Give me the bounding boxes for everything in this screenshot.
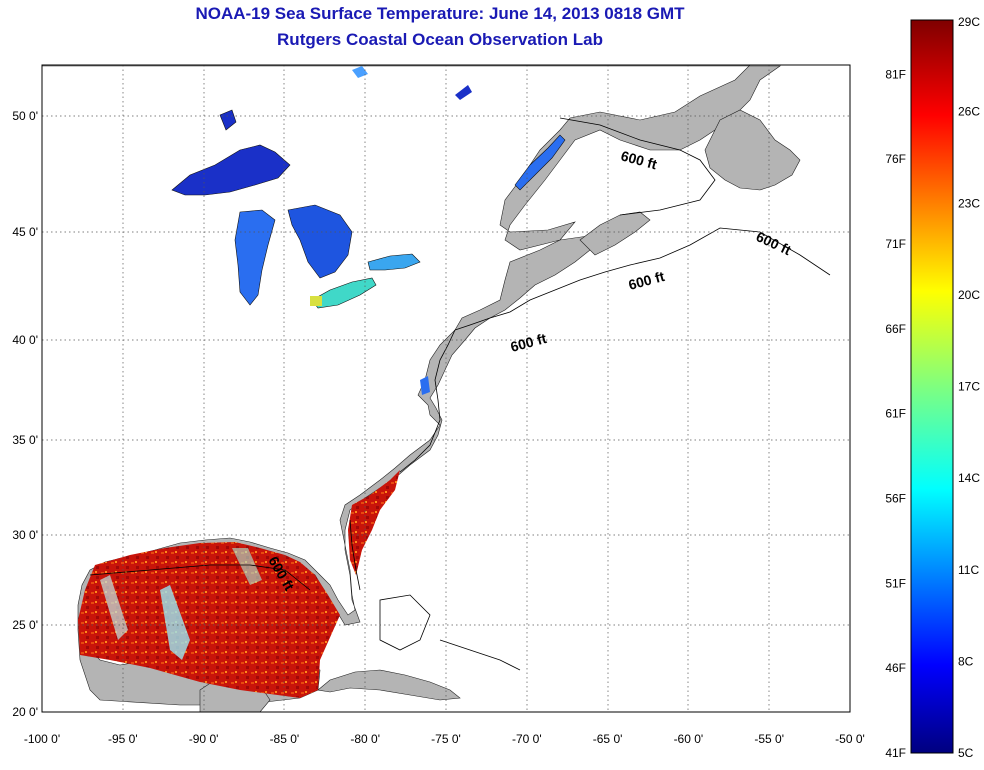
sst-gulf-cool-streak-2 bbox=[100, 575, 128, 640]
lake-huron bbox=[287, 204, 353, 279]
lon-tick-label: -55 0' bbox=[754, 732, 784, 746]
lake-nipigon bbox=[219, 109, 237, 131]
lake-nw-small-2 bbox=[352, 66, 368, 78]
colorbar-celsius-label: 5C bbox=[958, 746, 974, 760]
colorbar-celsius-label: 20C bbox=[958, 288, 980, 302]
land-newfoundland bbox=[704, 109, 801, 191]
latitude-axis: 50 0' 45 0' 40 0' 35 0' 30 0' 25 0' 20 0' bbox=[12, 109, 38, 719]
isobath-600ft bbox=[89, 117, 831, 671]
lon-tick-label: -80 0' bbox=[350, 732, 380, 746]
colorbar-fahrenheit-label: 46F bbox=[885, 661, 906, 675]
lat-tick-label: 20 0' bbox=[12, 705, 38, 719]
colorbar-celsius-label: 11C bbox=[958, 563, 979, 577]
map-subtitle: Rutgers Coastal Ocean Observation Lab bbox=[277, 30, 603, 49]
lon-tick-label: -60 0' bbox=[674, 732, 704, 746]
colorbar-celsius-label: 29C bbox=[958, 15, 980, 29]
lat-tick-label: 30 0' bbox=[12, 528, 38, 542]
lake-erie bbox=[311, 277, 377, 309]
lake-superior bbox=[171, 144, 291, 196]
great-lakes bbox=[171, 66, 566, 309]
lake-michigan bbox=[234, 209, 276, 306]
colorbar-fahrenheit-labels: 81F 76F 71F 66F 61F 56F 51F 46F 41F bbox=[885, 67, 906, 760]
colorbar-fahrenheit-label: 51F bbox=[885, 576, 906, 590]
colorbar-fahrenheit-label: 71F bbox=[885, 237, 906, 251]
colorbar-fahrenheit-label: 76F bbox=[885, 152, 906, 166]
colorbar-fahrenheit-label: 81F bbox=[885, 67, 906, 81]
lon-tick-label: -75 0' bbox=[431, 732, 461, 746]
land-cuba bbox=[317, 669, 461, 701]
lon-tick-label: -50 0' bbox=[835, 732, 865, 746]
colorbar-fahrenheit-label: 56F bbox=[885, 491, 906, 505]
colorbar bbox=[910, 19, 954, 754]
lat-tick-label: 45 0' bbox=[12, 225, 38, 239]
lat-tick-label: 50 0' bbox=[12, 109, 38, 123]
lon-tick-label: -70 0' bbox=[512, 732, 542, 746]
colorbar-celsius-label: 17C bbox=[958, 380, 980, 394]
sst-gulf-cool-streak bbox=[160, 585, 190, 660]
colorbar-fahrenheit-label: 66F bbox=[885, 322, 906, 336]
longitude-axis: -100 0' -95 0' -90 0' -85 0' -80 0' -75 0' -70… bbox=[24, 732, 865, 746]
lon-tick-label: -95 0' bbox=[108, 732, 138, 746]
lon-tick-label: -90 0' bbox=[189, 732, 219, 746]
lat-tick-label: 35 0' bbox=[12, 433, 38, 447]
sst-atlantic-strip bbox=[348, 470, 400, 575]
sst-swath-gulf bbox=[78, 542, 340, 698]
colorbar-celsius-label: 23C bbox=[958, 196, 980, 210]
lon-tick-label: -85 0' bbox=[270, 732, 300, 746]
colorbar-celsius-label: 26C bbox=[958, 105, 980, 119]
lon-tick-label: -65 0' bbox=[593, 732, 623, 746]
sst-chesapeake bbox=[420, 376, 430, 395]
lake-erie-warm-spot bbox=[310, 296, 322, 306]
sst-gulf bbox=[78, 542, 340, 698]
colorbar-celsius-labels: 29C 26C 23C 20C 17C 14C 11C 8C 5C bbox=[958, 15, 980, 760]
lat-tick-label: 40 0' bbox=[12, 333, 38, 347]
lat-tick-label: 25 0' bbox=[12, 618, 38, 632]
map-title: NOAA-19 Sea Surface Temperature: June 14… bbox=[195, 4, 685, 23]
colorbar-fahrenheit-label: 41F bbox=[885, 746, 906, 760]
colorbar-celsius-label: 14C bbox=[958, 471, 980, 485]
colorbar-fahrenheit-label: 61F bbox=[885, 407, 906, 421]
st-lawrence-estuary bbox=[514, 134, 566, 191]
lake-ontario bbox=[367, 253, 421, 271]
plot-frame bbox=[41, 64, 851, 713]
lake-nw-small bbox=[455, 85, 472, 100]
land-nova-scotia bbox=[579, 211, 651, 256]
lon-tick-label: -100 0' bbox=[24, 732, 60, 746]
colorbar-celsius-label: 8C bbox=[958, 654, 974, 668]
sst-gulf-cool-streak-3 bbox=[232, 548, 262, 585]
